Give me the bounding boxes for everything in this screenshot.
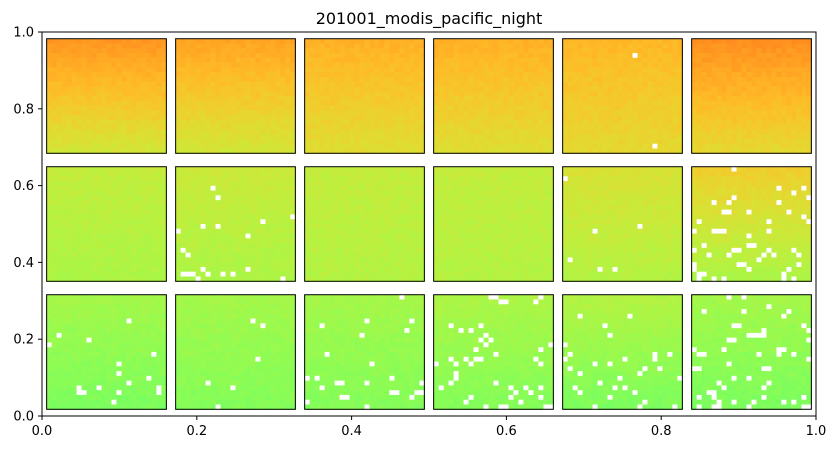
panel-r0-c2 bbox=[304, 38, 425, 154]
x-axis: 0.0 0.2 0.4 0.6 0.8 1.0 bbox=[32, 416, 827, 439]
panel-grid bbox=[46, 38, 812, 410]
panel-r0-c1 bbox=[175, 38, 296, 154]
panel-frame bbox=[691, 294, 812, 410]
axes-frame bbox=[41, 31, 817, 417]
x-tick-label: 0.8 bbox=[651, 424, 672, 439]
panel-frame bbox=[304, 294, 425, 410]
panel-frame bbox=[175, 294, 296, 410]
panel-r2-c3 bbox=[433, 294, 554, 410]
x-tick-label: 1.0 bbox=[806, 424, 827, 439]
panel-r0-c0 bbox=[46, 38, 167, 154]
panel-r1-c4 bbox=[562, 166, 683, 282]
panel-frame bbox=[46, 38, 167, 154]
panel-r1-c1 bbox=[175, 166, 296, 282]
panel-frame bbox=[175, 166, 296, 282]
panel-frame bbox=[433, 38, 554, 154]
y-tick-label: 0.0 bbox=[13, 410, 34, 425]
panel-r2-c4 bbox=[562, 294, 683, 410]
panel-frame bbox=[46, 166, 167, 282]
panel-r1-c2 bbox=[304, 166, 425, 282]
x-tick-label: 0.6 bbox=[496, 424, 517, 439]
y-tick-label: 0.6 bbox=[13, 179, 34, 194]
x-tick-label: 0.0 bbox=[32, 424, 53, 439]
panel-frame bbox=[562, 294, 683, 410]
y-tick-label: 0.4 bbox=[13, 256, 34, 271]
y-tick-label: 0.2 bbox=[13, 333, 34, 348]
panel-r0-c4 bbox=[562, 38, 683, 154]
panel-frame bbox=[304, 166, 425, 282]
panel-frame bbox=[46, 294, 167, 410]
panel-frame bbox=[691, 38, 812, 154]
x-tick-label: 0.2 bbox=[186, 424, 207, 439]
panel-r2-c5 bbox=[691, 294, 812, 410]
panel-r1-c3 bbox=[433, 166, 554, 282]
panel-r0-c3 bbox=[433, 38, 554, 154]
y-tick-label: 1.0 bbox=[13, 26, 34, 41]
panel-frame bbox=[433, 166, 554, 282]
y-axis: 0.0 0.2 0.4 0.6 0.8 1.0 bbox=[13, 26, 42, 425]
panel-frame bbox=[304, 38, 425, 154]
chart-title: 201001_modis_pacific_night bbox=[316, 9, 543, 29]
panel-frame bbox=[433, 294, 554, 410]
panel-r2-c1 bbox=[175, 294, 296, 410]
y-tick-label: 0.8 bbox=[13, 102, 34, 117]
panel-frame bbox=[175, 38, 296, 154]
panel-r2-c2 bbox=[304, 294, 425, 410]
panel-r1-c5 bbox=[691, 166, 812, 282]
panel-frame bbox=[562, 38, 683, 154]
panel-r2-c0 bbox=[46, 294, 167, 410]
panel-r1-c0 bbox=[46, 166, 167, 282]
panel-frame bbox=[691, 166, 812, 282]
panel-frame bbox=[562, 166, 683, 282]
panel-r0-c5 bbox=[691, 38, 812, 154]
x-tick-label: 0.4 bbox=[341, 424, 362, 439]
